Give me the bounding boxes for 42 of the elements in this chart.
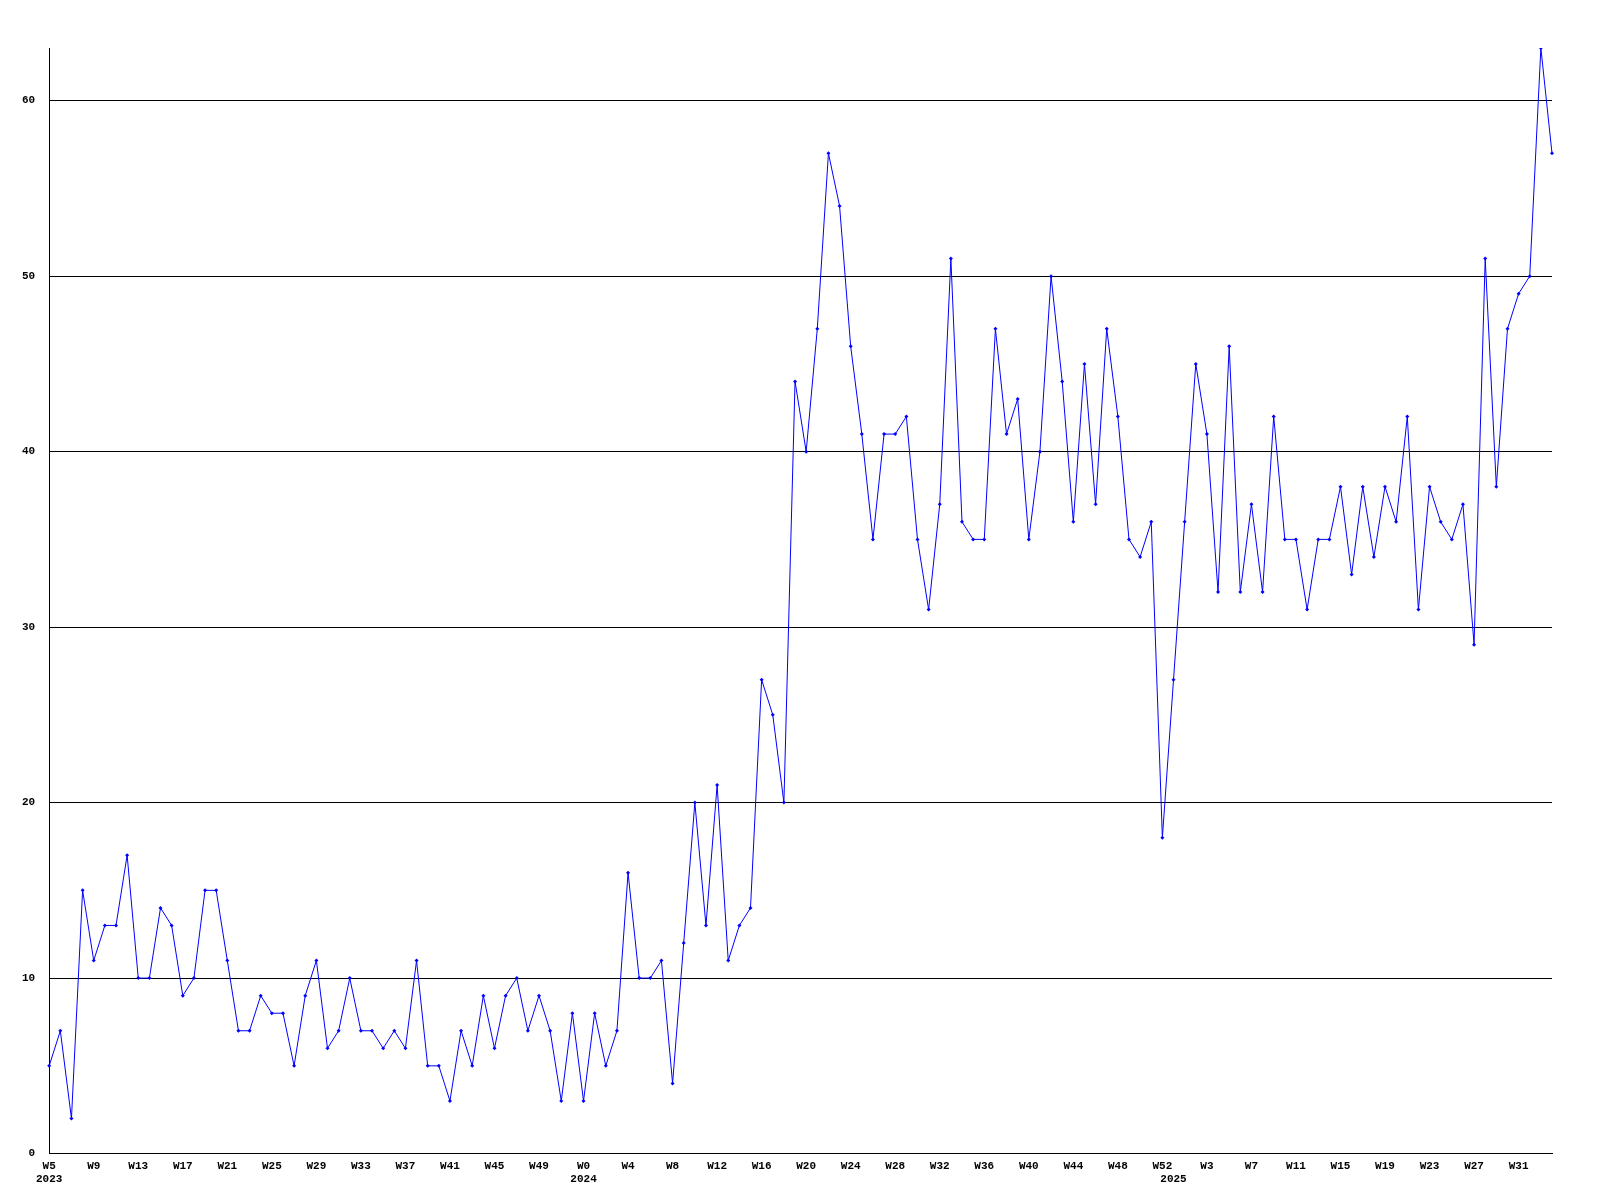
x-tick-label: W45	[484, 1159, 505, 1172]
x-tick-label: W5 2023	[36, 1159, 63, 1186]
y-tick-label: 10	[22, 971, 36, 984]
x-tick-label: W40	[1018, 1159, 1039, 1172]
x-tick-label: W11	[1286, 1159, 1307, 1172]
y-tick-label: 30	[22, 620, 36, 633]
y-tick-label: 60	[22, 94, 36, 107]
x-tick-label: W17	[172, 1159, 193, 1172]
x-tick-label: W19	[1375, 1159, 1395, 1172]
x-tick-label: W48	[1107, 1159, 1129, 1172]
y-tick-label: 50	[22, 269, 36, 282]
x-tick-label: W31	[1508, 1159, 1529, 1172]
x-tick-label: W29	[306, 1159, 327, 1172]
x-tick-label: W41	[440, 1159, 461, 1172]
y-tick-label: 20	[22, 796, 36, 809]
x-tick-label: W0 2024	[570, 1159, 598, 1186]
x-tick-label: W4	[621, 1159, 636, 1172]
x-tick-label: W44	[1063, 1159, 1084, 1172]
x-tick-label: W20	[796, 1159, 817, 1172]
x-tick-label: W32	[929, 1159, 950, 1172]
x-tick-label: W9	[87, 1159, 101, 1172]
x-tick-label: W12	[707, 1159, 728, 1172]
x-tick-label: W15	[1330, 1159, 1351, 1172]
x-tick-label: W36	[974, 1159, 995, 1172]
x-tick-label: W52	[1152, 1159, 1173, 1172]
x-tick-label: W7	[1244, 1159, 1259, 1172]
x-tick-label: W3	[1200, 1159, 1214, 1172]
x-tick-label: W21	[217, 1159, 238, 1172]
x-tick-label: 2025	[1160, 1173, 1188, 1186]
x-tick-label: W25	[261, 1159, 283, 1172]
x-tick-label: W28	[885, 1159, 906, 1172]
x-tick-label: W49	[529, 1159, 549, 1172]
x-tick-label: W24	[840, 1159, 861, 1172]
x-tick-label: W23	[1419, 1159, 1440, 1172]
x-tick-label: W27	[1464, 1159, 1484, 1172]
x-tick-label: W16	[751, 1159, 772, 1172]
x-tick-label: W37	[395, 1159, 416, 1172]
x-tick-label: W13	[128, 1159, 149, 1172]
y-tick-label: 40	[22, 445, 36, 458]
x-tick-label: W8	[665, 1159, 680, 1172]
y-tick-label: 0	[28, 1147, 36, 1160]
x-tick-label: W33	[350, 1159, 372, 1172]
